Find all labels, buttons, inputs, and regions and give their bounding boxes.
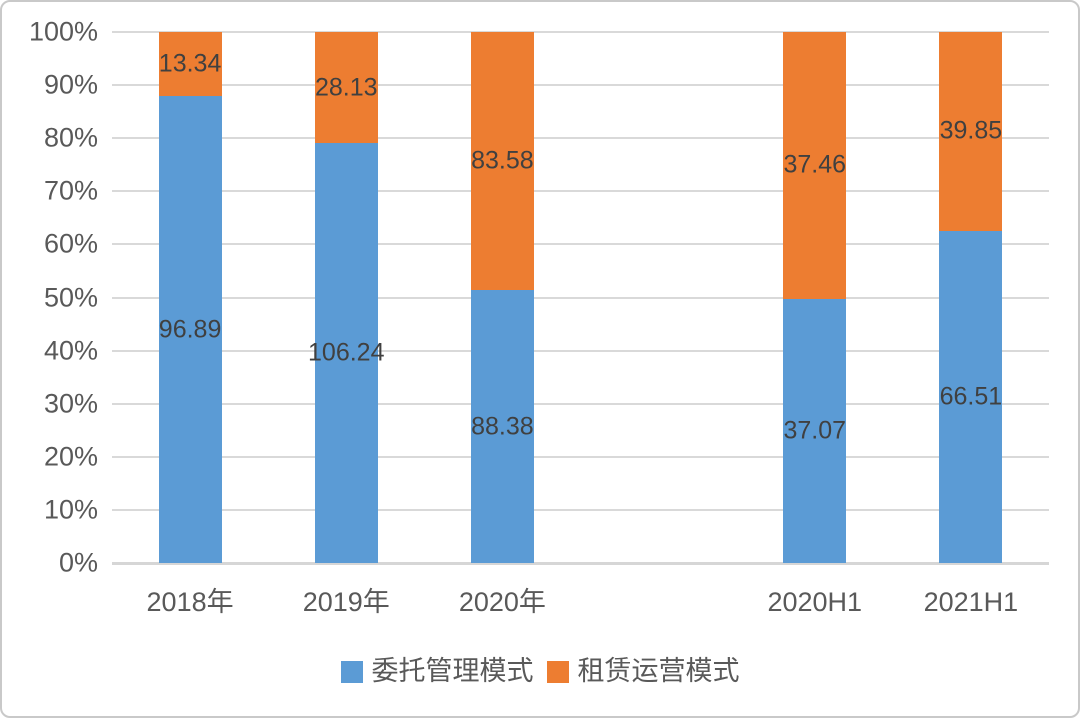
y-tick-label: 70%: [43, 175, 98, 206]
gridline: [112, 84, 1049, 87]
y-tick-label: 50%: [43, 282, 98, 312]
data-label: 106.24: [308, 338, 385, 367]
x-axis-line: [112, 562, 1049, 565]
gridline: [112, 137, 1049, 140]
y-tick-label: 10%: [43, 494, 98, 525]
bar-segment-租赁运营模式: [939, 32, 1003, 231]
legend-label: 委托管理模式: [371, 656, 534, 686]
legend-swatch: [340, 660, 363, 683]
data-label: 37.07: [783, 416, 847, 445]
y-tick-label: 100%: [28, 16, 98, 47]
x-axis-label: 2020H1: [767, 587, 863, 617]
legend-item: 租赁运营模式: [546, 656, 740, 686]
gridline: [112, 190, 1049, 193]
y-tick-label: 20%: [43, 441, 98, 472]
gridline: [112, 243, 1049, 246]
data-label: 88.38: [471, 412, 534, 441]
y-tick-label: 40%: [43, 335, 98, 366]
y-tick-label: 60%: [43, 228, 98, 259]
bar-segment-委托管理模式: [783, 298, 847, 563]
bar-segment-委托管理模式: [158, 96, 222, 563]
bar-segment-租赁运营模式: [314, 32, 378, 144]
x-axis-label: 2019年: [302, 587, 390, 617]
data-label: 37.46: [783, 150, 847, 179]
bar-segment-委托管理模式: [470, 290, 534, 563]
data-label: 66.51: [939, 382, 1003, 411]
bar-segment-委托管理模式: [939, 230, 1003, 563]
y-tick-label: 30%: [43, 388, 98, 419]
x-axis-label: 2021H1: [923, 587, 1019, 617]
y-tick-label: 90%: [43, 69, 98, 100]
x-axis-label: 2018年: [146, 587, 234, 617]
bar-segment-租赁运营模式: [783, 32, 847, 299]
y-tick-label: 0%: [58, 547, 98, 578]
gridline: [112, 349, 1049, 352]
bar-segment-租赁运营模式: [158, 32, 222, 97]
legend-swatch: [546, 660, 569, 683]
y-tick-label: 80%: [43, 122, 98, 153]
gridline: [112, 455, 1049, 458]
data-label: 96.89: [158, 315, 222, 344]
data-label: 39.85: [939, 116, 1003, 145]
legend: 委托管理模式 租赁运营模式: [2, 658, 1078, 685]
data-label: 28.13: [314, 73, 378, 102]
data-label: 13.34: [158, 49, 222, 78]
data-label: 83.58: [471, 146, 534, 175]
bar-segment-委托管理模式: [314, 143, 378, 563]
gridline: [112, 296, 1049, 299]
legend-item: 委托管理模式: [340, 656, 534, 686]
bar-segment-租赁运营模式: [470, 32, 534, 291]
gridline: [112, 31, 1049, 33]
gridline: [112, 508, 1049, 511]
gridline: [112, 402, 1049, 405]
legend-label: 租赁运营模式: [577, 656, 740, 686]
x-axis-label: 2020年: [458, 587, 546, 617]
